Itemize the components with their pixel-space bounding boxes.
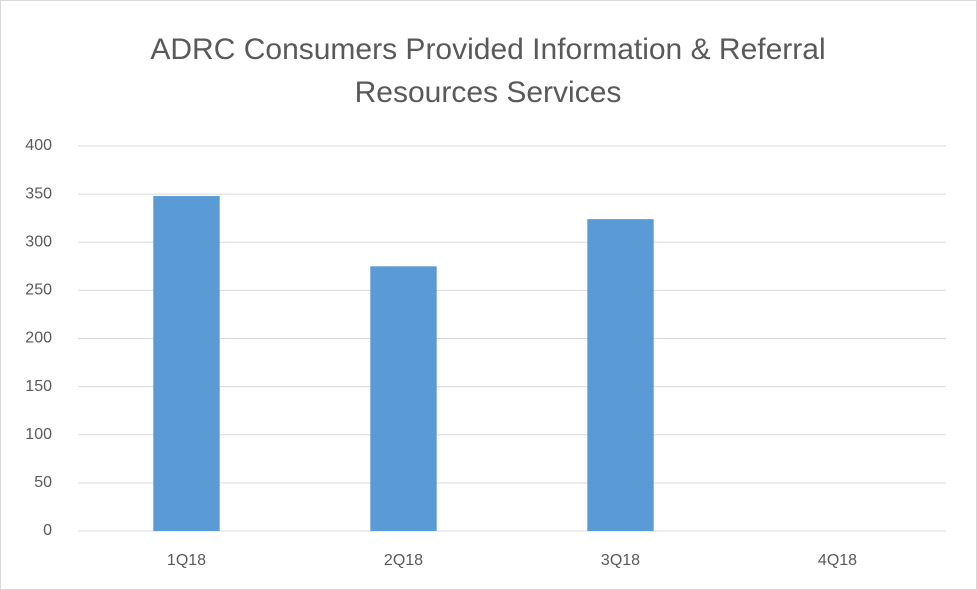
y-tick-label: 300 bbox=[25, 233, 52, 250]
y-tick-label: 400 bbox=[25, 137, 52, 154]
y-tick-label: 0 bbox=[43, 522, 52, 539]
x-tick-label: 2Q18 bbox=[384, 552, 423, 569]
y-tick-label: 50 bbox=[34, 474, 52, 491]
bar bbox=[370, 266, 437, 531]
bar bbox=[587, 219, 654, 531]
bar bbox=[153, 196, 220, 532]
x-tick-label: 4Q18 bbox=[818, 552, 857, 569]
y-tick-label: 350 bbox=[25, 185, 52, 202]
y-tick-label: 100 bbox=[25, 426, 52, 443]
chart-title: ADRC Consumers Provided Information & Re… bbox=[150, 33, 826, 109]
y-tick-label: 200 bbox=[25, 330, 52, 347]
y-tick-label: 150 bbox=[25, 378, 52, 395]
y-tick-label: 250 bbox=[25, 282, 52, 299]
x-tick-label: 1Q18 bbox=[167, 552, 206, 569]
x-tick-label: 3Q18 bbox=[601, 552, 640, 569]
